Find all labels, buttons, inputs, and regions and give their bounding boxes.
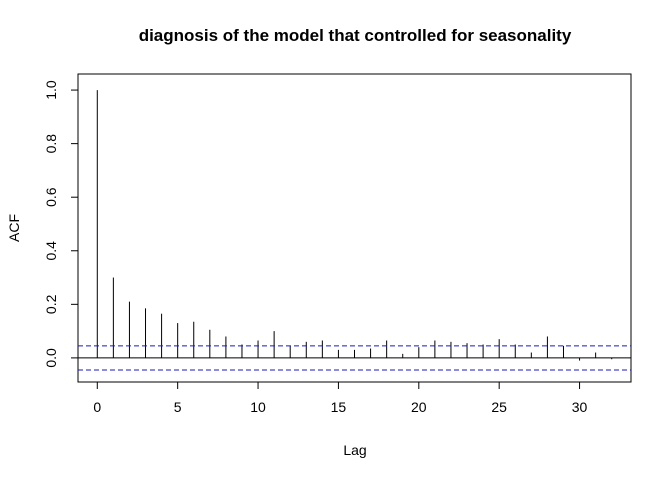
- y-tick-label: 0.6: [43, 187, 59, 207]
- y-tick-label: 0.4: [43, 241, 59, 261]
- x-tick-label: 15: [331, 399, 347, 415]
- x-tick-label: 20: [411, 399, 427, 415]
- y-tick-label: 0.8: [43, 134, 59, 154]
- y-tick-label: 0.0: [43, 348, 59, 368]
- x-tick-label: 30: [572, 399, 588, 415]
- x-axis-label: Lag: [343, 442, 366, 458]
- x-tick-label: 5: [174, 399, 182, 415]
- acf-bars: [96, 90, 613, 361]
- x-axis: 0 5 10 15 20 25 30: [93, 381, 588, 415]
- x-tick-label: 0: [93, 399, 101, 415]
- y-axis-label: ACF: [6, 214, 22, 242]
- y-axis: 0.0 0.2 0.4 0.6 0.8 1.0: [43, 80, 79, 368]
- y-tick-label: 1.0: [43, 80, 59, 100]
- confidence-bounds: [78, 345, 631, 371]
- x-tick-label: 25: [491, 399, 507, 415]
- x-tick-label: 10: [250, 399, 266, 415]
- y-tick-label: 0.2: [43, 294, 59, 314]
- plot-frame: [77, 73, 632, 383]
- chart-title: diagnosis of the model that controlled f…: [139, 26, 572, 45]
